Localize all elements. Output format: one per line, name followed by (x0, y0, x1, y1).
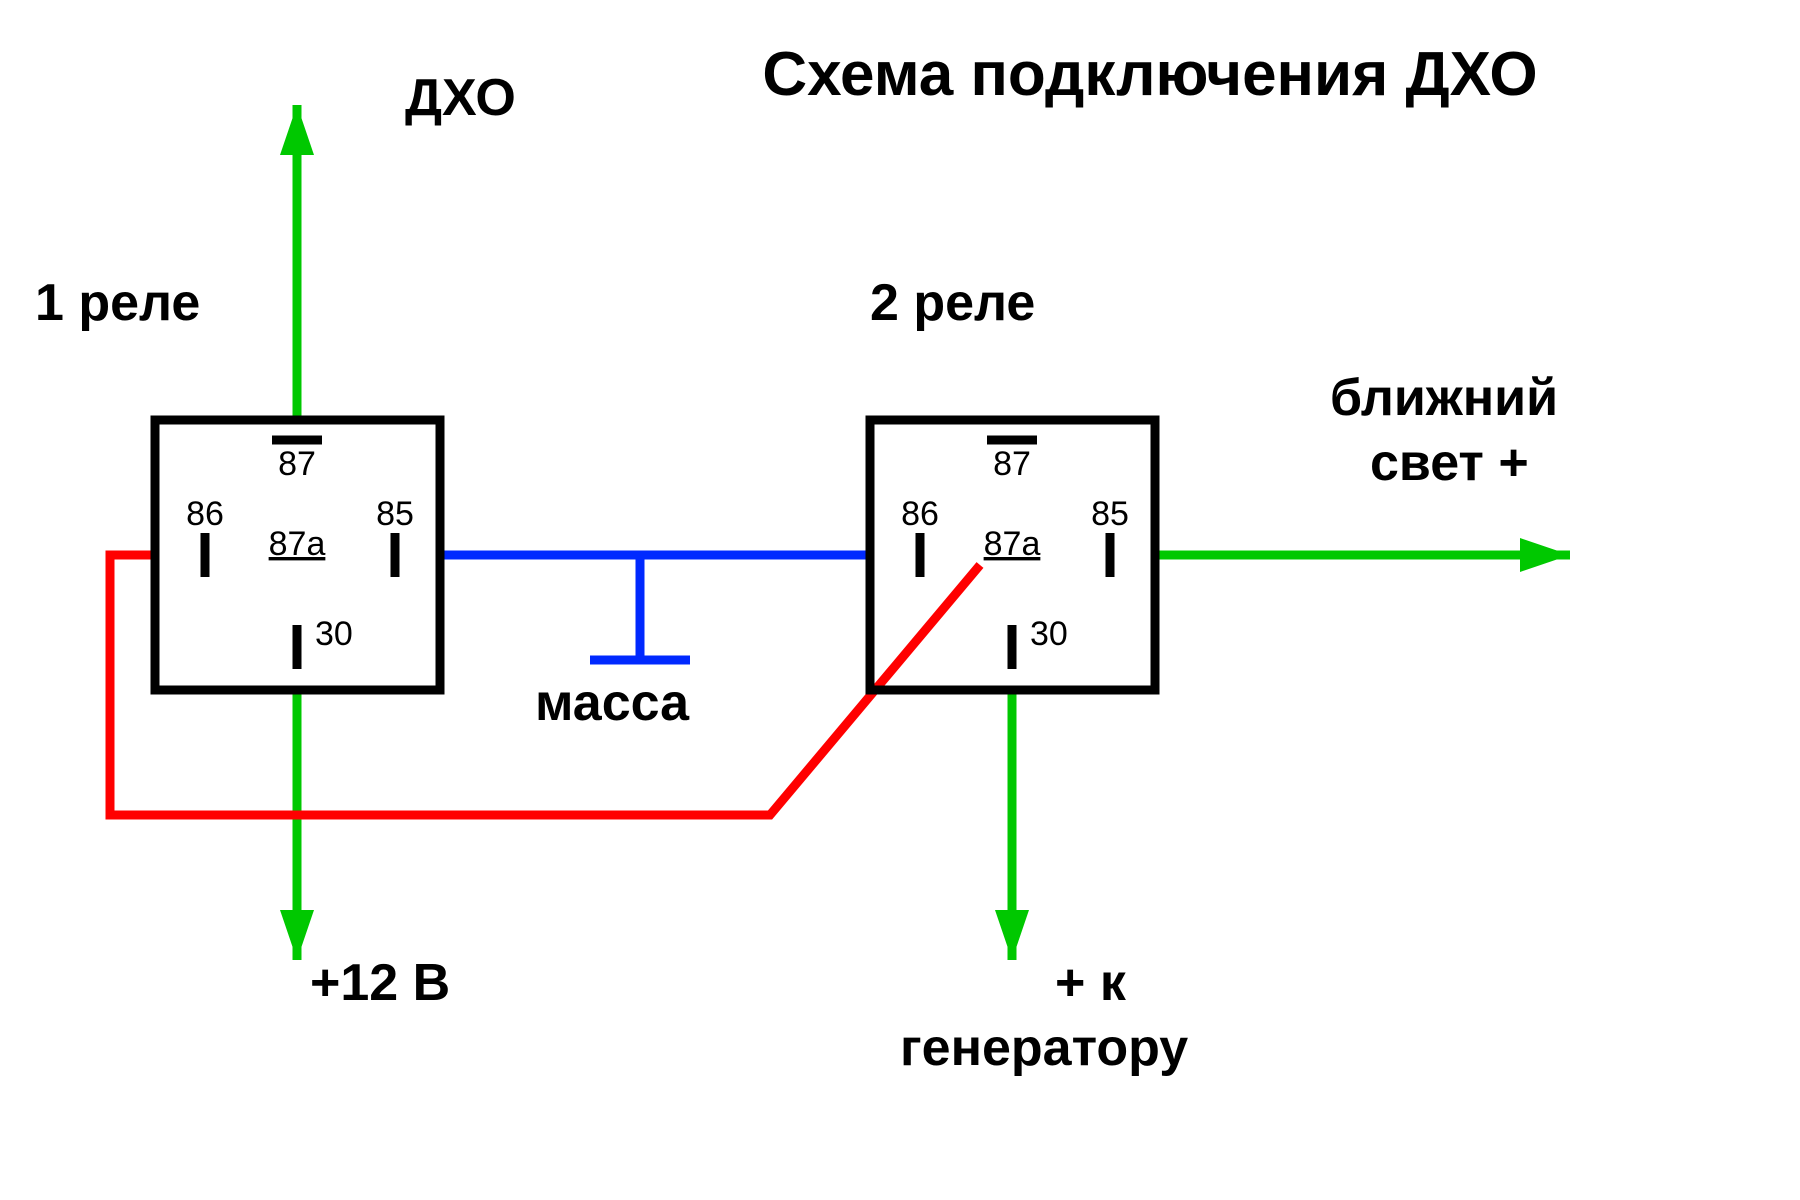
label-generator-1: + к (1055, 954, 1127, 1012)
label-nearlight-1: ближний (1330, 369, 1558, 427)
label-dho: ДХО (405, 69, 516, 127)
pin-label-87a: 87a (269, 525, 326, 563)
arrow-head (280, 105, 314, 155)
pin-label-30: 30 (1030, 615, 1068, 653)
diagram-title: Схема подключения ДХО (762, 40, 1537, 109)
pin-label-87: 87 (993, 445, 1031, 483)
pin-label-86: 86 (901, 495, 939, 533)
label-12v: +12 В (310, 954, 450, 1012)
pin-label-85: 85 (376, 495, 414, 533)
label-relay-1: 1 реле (35, 274, 200, 332)
label-generator-2: генератору (900, 1019, 1188, 1077)
pin-label-30: 30 (315, 615, 353, 653)
arrow-head (995, 910, 1029, 960)
arrow-head (280, 910, 314, 960)
arrow-head (1520, 538, 1570, 572)
pin-label-86: 86 (186, 495, 224, 533)
label-nearlight-2: свет + (1370, 434, 1529, 492)
pin-label-87: 87 (278, 445, 316, 483)
label-mass: масса (535, 674, 690, 732)
pin-label-85: 85 (1091, 495, 1129, 533)
pin-label-87a: 87a (984, 525, 1041, 563)
label-relay-2: 2 реле (870, 274, 1035, 332)
